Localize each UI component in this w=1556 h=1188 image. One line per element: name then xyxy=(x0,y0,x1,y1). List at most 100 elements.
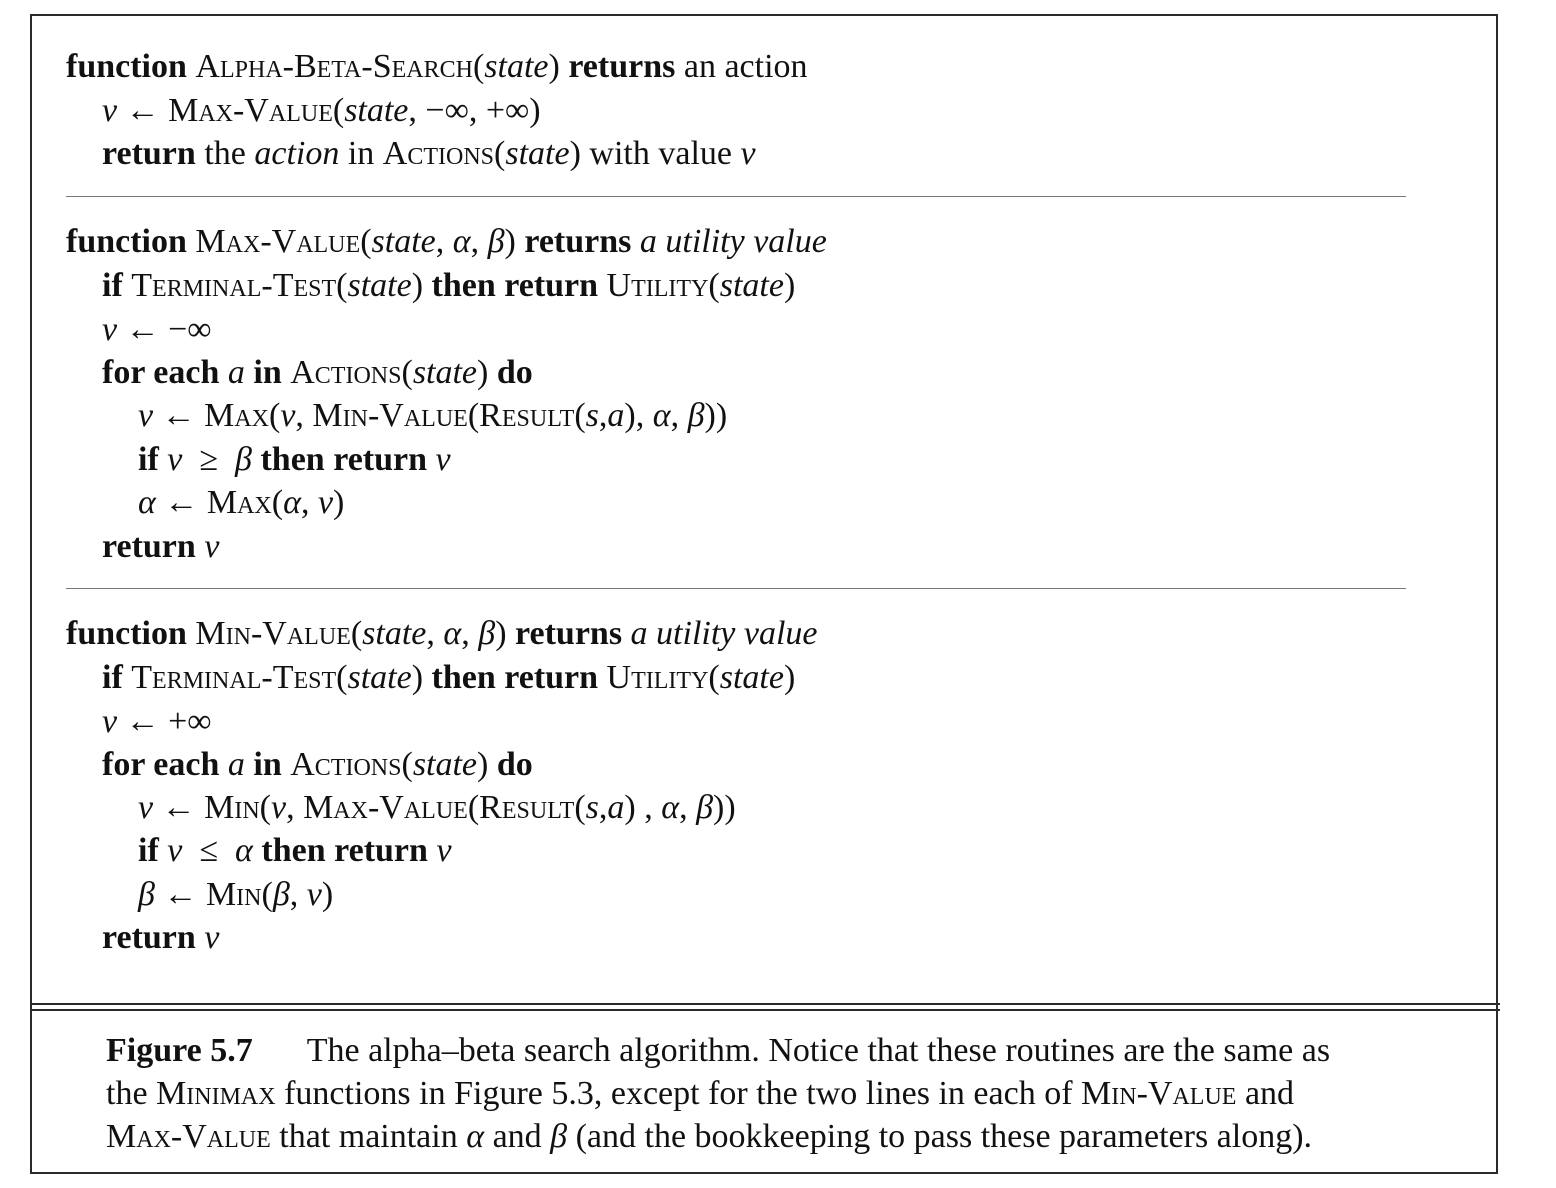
code-token: v xyxy=(138,789,154,826)
code-token: β xyxy=(235,441,252,478)
code-token: ) xyxy=(477,746,489,783)
code-token: β xyxy=(272,876,290,913)
minvalue-init-line: v ← +∞ xyxy=(102,702,212,742)
maxvalue-return-line: return v xyxy=(102,527,219,567)
code-token: Result xyxy=(479,397,575,434)
code-token: , xyxy=(435,223,453,260)
code-token: )) xyxy=(713,789,736,826)
code-token: returns xyxy=(568,48,676,85)
alphabeta-assign-line: v ← Max-Value(state, −∞, +∞) xyxy=(102,91,541,131)
code-token: ( xyxy=(261,876,273,913)
code-token: state xyxy=(484,48,549,85)
code-token: α xyxy=(235,832,253,869)
code-token: ( xyxy=(708,267,720,304)
code-token: state xyxy=(719,267,784,304)
code-token: , xyxy=(461,615,479,652)
maxvalue-prune-line: if v ≥ β then return v xyxy=(138,440,451,480)
code-token: v xyxy=(204,919,220,956)
code-token: ← +∞ xyxy=(125,703,212,740)
code-token: if xyxy=(102,659,123,696)
code-token: ( xyxy=(332,92,345,129)
code-token: Result xyxy=(479,789,575,826)
code-token: α xyxy=(661,789,680,826)
maxvalue-update-line: v ← Max(v, Min-Value(Result(s,a), α, β)) xyxy=(138,396,727,436)
code-token: ( xyxy=(259,789,271,826)
code-token: a xyxy=(227,746,245,783)
code-token: and xyxy=(484,1118,551,1155)
code-token: , xyxy=(300,484,318,521)
code-token: function xyxy=(66,615,187,652)
maxvalue-alpha-line: α ← Max(α, v) xyxy=(138,483,344,523)
code-token: then return xyxy=(431,267,599,304)
code-token: Max-Value xyxy=(168,92,333,129)
minvalue-loop-line: for each a in Actions(state) do xyxy=(102,745,533,785)
code-token: α xyxy=(466,1118,485,1155)
caption-line-1: Figure 5.7 The alpha–beta search algorith… xyxy=(106,1029,1446,1072)
code-token: if xyxy=(138,832,159,869)
code-token: , xyxy=(670,397,688,434)
caption-divider xyxy=(30,1009,1500,1011)
code-token: ) xyxy=(783,659,796,696)
code-token: v xyxy=(317,484,334,521)
code-token: ) xyxy=(321,876,334,913)
code-token: a utility value xyxy=(630,615,818,652)
code-token: state xyxy=(362,615,427,652)
code-token: v xyxy=(270,789,287,826)
code-token: ( xyxy=(360,223,372,260)
code-token: ← xyxy=(161,397,196,434)
code-token: ← xyxy=(164,484,199,521)
code-token: s xyxy=(585,397,599,434)
caption-divider xyxy=(30,1003,1500,1005)
code-token: for each xyxy=(102,746,220,783)
code-token: state xyxy=(347,659,412,696)
code-token: β xyxy=(478,615,496,652)
code-token: ) xyxy=(411,659,424,696)
code-token: ( xyxy=(494,135,506,172)
code-token: , xyxy=(598,397,608,434)
code-token: ( xyxy=(467,789,480,826)
code-token: Min-Value xyxy=(195,615,351,652)
minvalue-prune-line: if v ≤ α then return v xyxy=(138,831,452,871)
code-token: ) xyxy=(411,267,424,304)
code-token: Max xyxy=(206,484,272,521)
section-divider xyxy=(66,588,1406,589)
code-token: in xyxy=(253,746,282,783)
code-token: return xyxy=(102,919,196,956)
code-token: ← −∞ xyxy=(125,311,212,348)
code-token: ( xyxy=(708,659,720,696)
code-token: Actions xyxy=(290,746,402,783)
code-token: function xyxy=(66,223,187,260)
code-token: ( xyxy=(401,354,413,391)
code-token: ( xyxy=(472,48,485,85)
code-token: β xyxy=(487,223,505,260)
code-token: The alpha–beta search algorithm. Notice … xyxy=(306,1032,1331,1069)
code-token: ← xyxy=(125,92,160,129)
code-token: v xyxy=(204,528,220,565)
section-divider xyxy=(66,196,1406,197)
code-token: , xyxy=(295,397,313,434)
maxvalue-init-line: v ← −∞ xyxy=(102,310,212,350)
code-token: (and the bookkeeping to pass these param… xyxy=(567,1118,1313,1155)
code-token: then return xyxy=(260,441,428,478)
code-token: state xyxy=(412,746,478,783)
code-token: ( xyxy=(401,746,413,783)
code-token: ) xyxy=(548,48,560,85)
code-token: , xyxy=(470,223,488,260)
alphabeta-header-line: function Alpha-Beta-Search(state) return… xyxy=(66,47,808,87)
code-token: , xyxy=(286,789,304,826)
minvalue-header-line: function Min-Value(state, α, β) returns … xyxy=(66,614,818,654)
code-token: , −∞, +∞) xyxy=(408,92,541,129)
code-token: Utility xyxy=(606,267,709,304)
code-token: Max-Value xyxy=(106,1118,271,1155)
figure-frame xyxy=(30,14,1498,1174)
code-token: Terminal-Test xyxy=(131,659,337,696)
maxvalue-header-line: function Max-Value(state, α, β) returns … xyxy=(66,222,827,262)
code-token: v xyxy=(740,135,756,172)
code-token: Alpha-Beta-Search xyxy=(195,48,473,85)
code-token: if xyxy=(138,441,159,478)
code-token: α xyxy=(452,223,471,260)
code-token: ) xyxy=(495,615,507,652)
caption-line-2: the Minimax functions in Figure 5.3, exc… xyxy=(106,1072,1446,1115)
code-token: , xyxy=(598,789,608,826)
code-token: ≤ xyxy=(199,832,219,869)
